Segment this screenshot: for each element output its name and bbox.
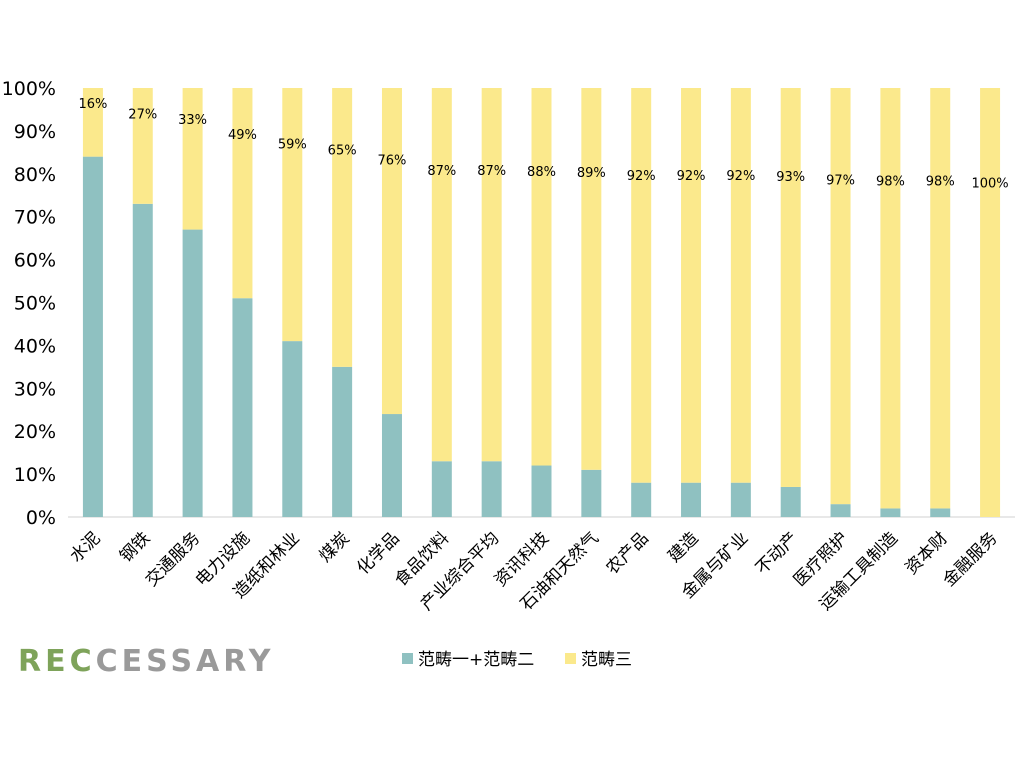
y-tick-label: 100% [2,78,56,100]
data-label: 87% [427,164,456,179]
legend-swatch [565,653,576,664]
bar-segment-scope3 [431,88,452,462]
y-tick-label: 60% [14,250,56,272]
bar-segment-scope12 [282,341,303,517]
bar-segment-scope12 [332,366,353,517]
logo: RECCESSARY [18,644,274,679]
bar-segment-scope3 [581,88,602,470]
bar-segment-scope3 [830,88,851,505]
bar-segment-scope3 [531,88,552,466]
y-tick-label: 0% [26,507,56,529]
bar-segment-scope3 [780,88,801,487]
y-tick-label: 20% [14,421,56,443]
logo-text: RECCESSARY [18,644,274,679]
bar-segment-scope12 [381,414,402,517]
y-tick-label: 70% [14,207,56,229]
bar-segment-scope12 [232,298,253,517]
bar-segment-scope3 [282,88,303,342]
x-category-label: 交通服务 [142,528,204,590]
y-tick-label: 10% [14,464,56,486]
x-category-label: 金融服务 [939,528,1001,590]
bar-segment-scope3 [232,88,253,299]
bars [82,88,1001,517]
bar-segment-scope3 [381,88,402,415]
bar-segment-scope12 [132,203,153,517]
bar-segment-scope3 [132,88,153,204]
bar-segment-scope12 [82,156,103,517]
bar-segment-scope3 [182,88,203,230]
legend-swatch [402,653,413,664]
bar-segment-scope12 [780,486,801,517]
legend-label: 范畴一+范畴二 [418,650,534,670]
data-label: 87% [477,164,506,179]
bar-segment-scope3 [980,88,1001,517]
data-label: 92% [726,169,755,184]
y-tick-label: 40% [14,335,56,357]
data-label: 65% [328,143,357,158]
data-label: 98% [926,174,955,189]
y-tick-label: 90% [14,121,56,143]
bar-segment-scope3 [82,88,103,157]
bar-segment-scope12 [730,482,751,517]
data-label: 27% [128,107,157,122]
bar-segment-scope3 [730,88,751,483]
x-category-label: 钢铁 [116,528,154,566]
data-label: 100% [971,176,1008,191]
data-label: 49% [228,128,257,143]
bar-segment-scope3 [681,88,702,483]
bar-segment-scope12 [930,508,951,517]
data-label: 89% [577,166,606,181]
x-category-label: 煤炭 [315,528,353,566]
data-label: 97% [826,174,855,189]
data-label: 92% [677,169,706,184]
bar-segment-scope12 [830,504,851,517]
bar-segment-scope3 [880,88,901,509]
data-label: 16% [78,97,107,112]
bar-segment-scope12 [531,465,552,517]
bar-segment-scope3 [631,88,652,483]
data-label: 33% [178,113,207,128]
y-tick-label: 50% [14,293,56,315]
bar-segment-scope3 [481,88,502,462]
bar-segment-scope12 [581,469,602,517]
bar-segment-scope12 [631,482,652,517]
legend: 范畴一+范畴二 范畴三 [402,650,632,670]
y-axis: 0% 10% 20% 30% 40% 50% 60% 70% 80% 90% 100% [2,78,1015,529]
bar-segment-scope3 [332,88,353,367]
legend-label: 范畴三 [581,650,632,670]
data-label: 76% [378,154,407,169]
data-labels: 16% 27% 33% 49% 59% 65% 76% 87% 87% 88% 89% 92% 92% 9… [78,97,1008,191]
y-tick-label: 30% [14,378,56,400]
data-label: 93% [776,170,805,185]
x-category-label: 水泥 [66,528,104,566]
data-label: 92% [627,169,656,184]
data-label: 59% [278,138,307,153]
x-category-label: 建造 [664,528,702,566]
x-category-label: 农产品 [603,528,653,578]
data-label: 98% [876,174,905,189]
bar-segment-scope3 [930,88,951,509]
data-label: 88% [527,165,556,180]
bar-segment-scope12 [182,229,203,517]
bar-segment-scope12 [880,508,901,517]
bar-segment-scope12 [431,461,452,517]
y-tick-label: 80% [14,164,56,186]
bar-segment-scope12 [681,482,702,517]
bar-segment-scope12 [481,461,502,517]
